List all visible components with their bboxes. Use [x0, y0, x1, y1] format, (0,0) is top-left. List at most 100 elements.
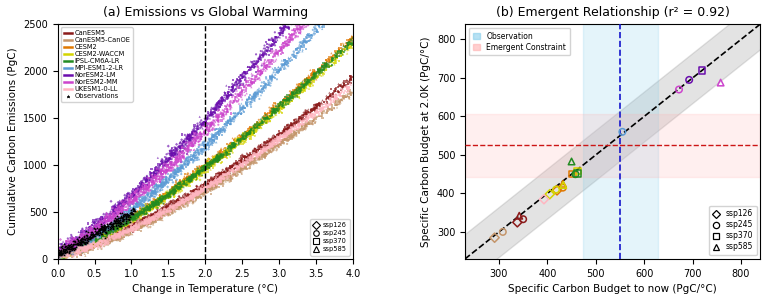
Point	[340, 95, 353, 100]
Point	[310, 4, 323, 8]
Point	[148, 218, 161, 223]
Point	[115, 220, 127, 225]
Point	[174, 168, 187, 173]
Point	[237, 131, 250, 136]
Point	[304, 67, 316, 72]
Point	[157, 210, 170, 215]
Point	[174, 144, 187, 149]
Point	[69, 244, 81, 249]
Point	[304, 113, 316, 117]
Point	[187, 176, 199, 181]
Point	[278, 128, 290, 133]
Point	[328, 106, 340, 111]
Point	[85, 242, 98, 247]
Point	[187, 152, 200, 157]
Point	[184, 192, 197, 197]
Point	[145, 177, 157, 182]
Point	[167, 206, 180, 211]
Point	[164, 209, 176, 214]
Point	[197, 166, 209, 171]
Point	[118, 201, 130, 206]
Point	[182, 192, 194, 197]
Point	[59, 248, 71, 253]
Point	[81, 242, 94, 247]
Point	[120, 230, 132, 235]
Point	[187, 197, 199, 202]
Point	[174, 181, 186, 186]
Point	[177, 181, 189, 186]
Point	[276, 22, 289, 26]
Point	[248, 79, 260, 84]
Point	[93, 233, 105, 238]
Point	[88, 237, 101, 242]
Point	[198, 168, 210, 173]
Point	[171, 164, 184, 169]
Point	[204, 113, 216, 117]
X-axis label: Specific Carbon Budget to now (PgC/°C): Specific Carbon Budget to now (PgC/°C)	[508, 284, 717, 294]
Point	[225, 84, 237, 89]
Point	[125, 194, 137, 199]
Point	[257, 150, 269, 155]
Point	[345, 77, 357, 82]
Point	[170, 186, 182, 191]
Point	[208, 157, 220, 162]
Point	[59, 253, 71, 258]
Point	[120, 219, 132, 224]
Point	[154, 183, 167, 188]
Point	[257, 53, 270, 57]
Point	[260, 147, 272, 152]
Point	[77, 233, 89, 237]
Point	[182, 141, 194, 145]
Point	[274, 103, 286, 108]
Point	[230, 165, 243, 170]
Point	[54, 253, 66, 258]
Point	[175, 180, 187, 185]
Point	[323, 64, 335, 69]
Point	[176, 182, 188, 187]
Point	[189, 143, 201, 147]
Point	[137, 218, 149, 222]
Point	[210, 182, 223, 186]
Point	[161, 190, 173, 195]
Point	[155, 174, 167, 178]
Point	[286, 91, 298, 96]
Point	[113, 222, 125, 227]
Point	[94, 227, 106, 232]
Point	[88, 235, 100, 240]
Point	[147, 203, 159, 208]
Point	[310, 109, 323, 113]
Point	[84, 246, 97, 251]
Point	[149, 204, 161, 209]
Point	[168, 175, 180, 180]
Point	[204, 183, 216, 188]
Point	[205, 141, 217, 146]
Point	[301, 20, 313, 25]
Point	[316, 109, 329, 114]
Point	[207, 181, 220, 186]
Point	[88, 230, 100, 234]
Point	[269, 135, 281, 139]
Point	[300, 21, 313, 26]
Point	[280, 130, 292, 135]
Point	[116, 227, 128, 231]
Point	[140, 216, 152, 221]
Point	[231, 165, 243, 170]
Point	[141, 221, 153, 226]
Point	[62, 248, 74, 253]
Point	[335, 90, 347, 95]
Point	[114, 216, 126, 221]
Point	[131, 225, 143, 229]
Point	[246, 80, 258, 85]
Point	[87, 241, 99, 246]
Point	[308, 116, 320, 121]
Point	[189, 149, 201, 154]
Point	[270, 143, 282, 147]
Point	[194, 194, 206, 199]
Point	[142, 219, 154, 224]
Point	[156, 199, 168, 203]
Point	[111, 210, 124, 215]
Point	[76, 236, 88, 240]
Point	[92, 231, 104, 236]
Point	[135, 222, 147, 227]
Point	[73, 250, 85, 255]
